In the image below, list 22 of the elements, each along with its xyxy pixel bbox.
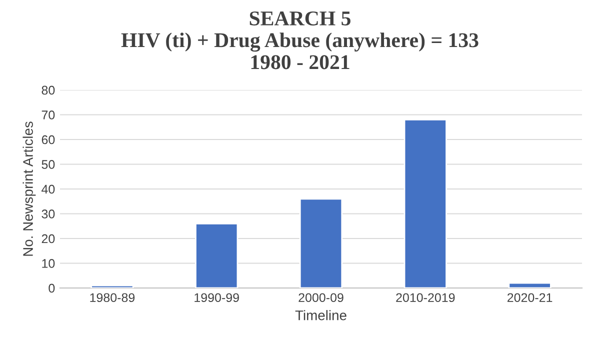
bar [404,119,447,288]
y-axis-title: No. Newsprint Articles [22,122,36,256]
y-tick-label: 20 [42,234,55,244]
y-tick-label: 80 [42,86,55,95]
y-tick-label: 60 [42,135,55,144]
x-tick-label: 2000-09 [298,293,344,302]
y-tick-label: 10 [42,259,55,268]
y-tick-label: 40 [42,184,55,194]
bar [299,198,343,288]
chart-title: SEARCH 5 HIV (ti) + Drug Abuse (anywhere) = 133 1980 - 2021 [121,11,478,70]
x-tick-label: 2020-21 [507,293,552,302]
y-tick-label: 70 [42,110,55,120]
x-tick-label: 2010-2019 [396,293,455,302]
y-tick-label: 0 [48,284,55,293]
x-axis-title: Timeline [295,310,346,320]
x-tick-label: 1980-89 [90,293,135,302]
x-tick-label: 1990-99 [194,293,239,302]
y-tick-label: 50 [42,160,55,169]
bar [508,282,552,288]
bar [195,222,238,288]
bar [90,284,134,288]
y-tick-label: 30 [42,210,55,218]
